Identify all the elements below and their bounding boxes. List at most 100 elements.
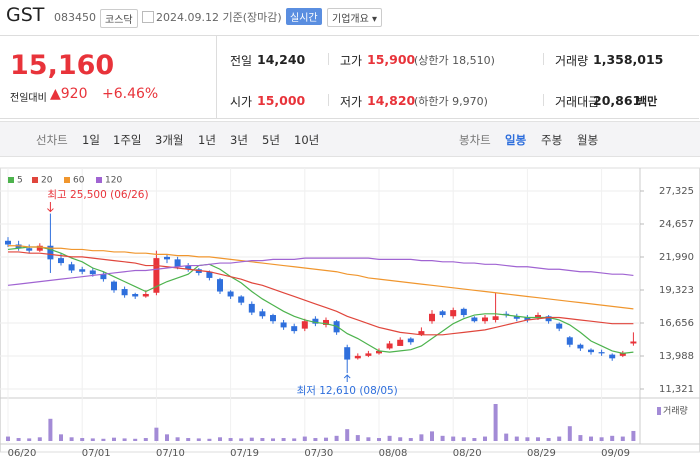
volume-bar [440,435,445,441]
candle-tab[interactable]: 일봉 [505,133,527,147]
candle-body [270,315,276,322]
volume-bar [143,438,148,441]
low-arrow [343,374,351,382]
candle-body [153,258,160,293]
legend-swatch [96,177,102,183]
volume-bar [313,438,318,441]
field-label: 고가 [340,54,363,68]
volume-bar [80,438,85,441]
volume-bar [599,437,604,441]
candle-body [471,317,478,322]
x-tick-label: 09/09 [601,448,630,459]
y-tick-label: 11,321 [659,384,694,395]
candle-body [535,315,541,318]
volume-bar [324,437,328,441]
y-tick-label: 13,988 [659,351,694,362]
field-label: 시가 [230,95,253,109]
candle-body [68,264,75,271]
period-tab[interactable]: 1년 [198,133,216,147]
change-label: 전일대비 [10,93,47,104]
x-tick-label: 07/19 [230,448,259,459]
candle-body [217,279,223,292]
field-note: 백만 [637,95,658,108]
period-tab[interactable]: 3개월 [155,133,184,147]
field-note: (상한가 18,510) [414,54,495,67]
volume-bar [377,438,381,441]
divider [328,53,329,65]
calendar-icon [142,11,154,23]
volume-bar [546,438,551,441]
period-tab[interactable]: 3년 [230,133,248,147]
candle-body [376,350,382,354]
period-tab[interactable]: 1주일 [113,133,142,147]
volume-bar [281,438,286,441]
stock-name: GST [6,4,45,26]
candle-body [195,269,202,273]
volume-label: 거래량 [663,405,688,417]
volume-bar [165,434,169,441]
candle-tab[interactable]: 월봉 [577,133,599,147]
realtime-button[interactable]: 실시간 [286,8,322,25]
candle-body [344,347,351,360]
candle-body [142,293,149,297]
volume-bar [239,438,244,441]
period-tab[interactable]: 10년 [294,133,320,147]
legend-label: 120 [105,176,122,186]
x-tick-label: 07/30 [304,448,333,459]
volume-bar [90,438,95,441]
volume-bar [228,438,233,441]
candle-body [354,355,361,359]
candle-body [503,313,510,316]
field-note: (하한가 9,970) [414,95,488,108]
candle-body [15,244,22,249]
divider [328,94,329,106]
candle-body [609,354,616,359]
company-button[interactable]: 기업개요 ▾ [327,8,382,27]
candle-body [227,291,234,297]
quote-box: 15,160 전일대비 ▲920 +6.46% 전일 14,240 고가 15,900… [0,35,699,119]
candle-body [301,321,308,329]
candle-body [429,313,435,322]
x-tick-label: 06/20 [8,448,37,459]
volume-bar [430,431,434,441]
volume-bar [16,438,21,441]
candle-body [100,274,107,280]
volume-bar [589,436,593,441]
moving-average-line [7,257,634,286]
field-label: 저가 [340,95,363,109]
candle-body [556,323,563,329]
moving-average-line [8,251,634,336]
candle-body [259,311,266,317]
candle-body [630,341,637,344]
tab-group-label: 봉차트 [459,133,491,147]
volume-bar [387,435,392,441]
volume-bar [451,436,456,441]
volume-bar [525,437,530,441]
field-value: 1,358,015 [593,52,664,67]
period-tab[interactable]: 5년 [262,133,280,147]
candle-body [26,248,33,251]
volume-bar [292,438,297,441]
candle-tab[interactable]: 주봉 [541,133,563,147]
divider [216,36,217,118]
volume-bar [408,438,413,441]
candle-body [418,331,425,335]
candle-body [185,265,192,270]
volume-bar [27,438,32,441]
candle-body [407,338,414,343]
legend-swatch [32,177,38,183]
candle-body [588,349,594,353]
y-tick-label: 16,656 [659,318,694,329]
volume-bar [567,426,572,441]
volume-bar [631,430,636,441]
field-value: 14,240 [257,52,306,67]
volume-bar [472,438,477,441]
volume-bar [620,436,625,441]
volume-bar [122,438,127,441]
low-annotation: 최저 12,610 (08/05) [297,385,398,397]
volume-bar [249,437,254,441]
x-tick-label: 08/29 [527,448,556,459]
y-tick-label: 24,657 [659,219,694,230]
period-tab[interactable]: 1일 [82,133,100,147]
